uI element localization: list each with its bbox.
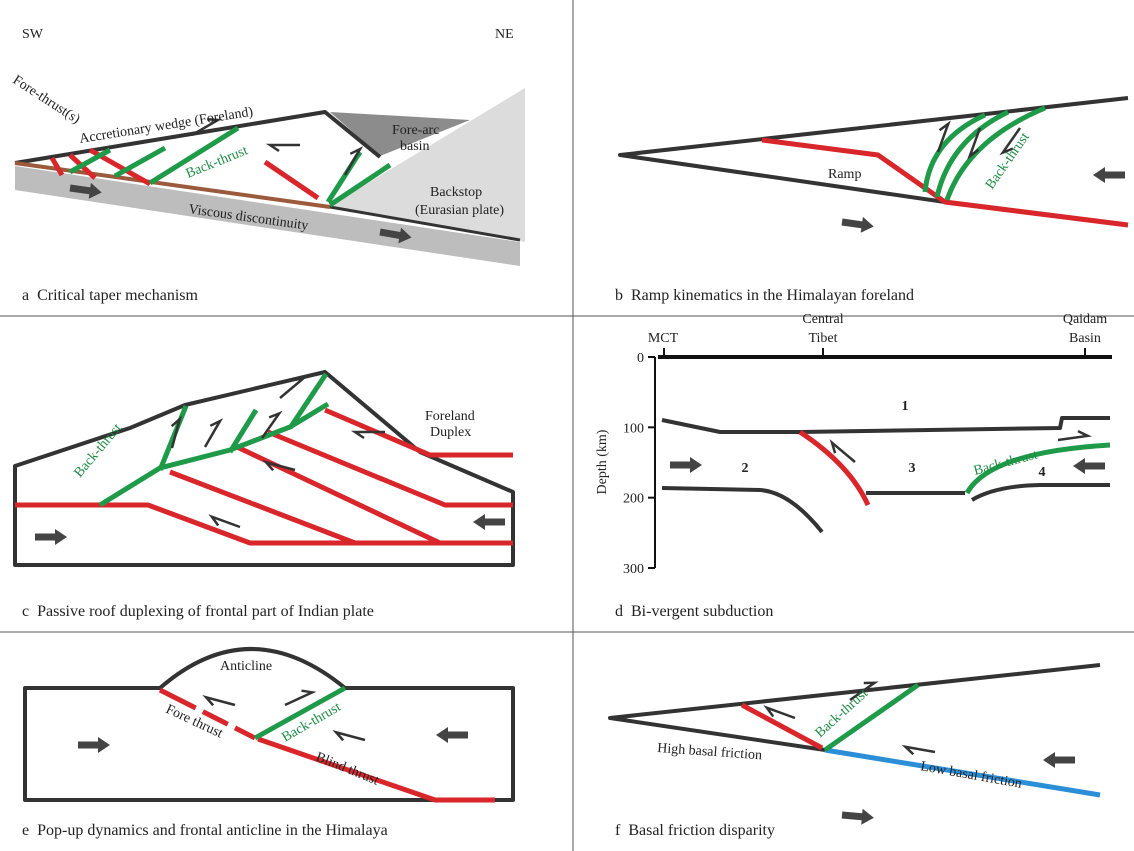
motion-arrow [841,807,874,826]
caption: d Bi-vergent subduction [615,603,773,620]
shear-arrow [1057,430,1088,440]
motion-arrow [35,529,67,545]
motion-arrow [670,457,702,473]
shear-arrow [270,145,300,151]
back-thrust [115,148,165,176]
fore-thrust [265,162,318,198]
zone-label: 3 [909,461,916,476]
label: High basal friction [657,741,763,763]
zone-label: 2 [742,461,749,476]
label: Back-thrust [972,447,1039,478]
panel-c: Foreland Duplex Back-thrust c Passive ro… [15,372,513,620]
label: Duplex [430,425,471,440]
motion-arrow [1073,458,1105,474]
shear-arrow [282,687,312,705]
location-label: Central [802,312,843,327]
panel-d: MCT Central Tibet Qaidam Basin Depth (km… [595,312,1112,620]
label: Backstop [430,185,482,200]
shear-arrow [932,122,948,152]
panel-b: Ramp Back-thrust b Ramp kinematics in th… [615,98,1128,304]
boundary [972,485,1110,500]
wedge-outline [620,98,1128,202]
label: Fore-thrust(s) [10,73,83,128]
y-tick-label: 300 [623,562,644,577]
motion-arrow [1093,167,1125,183]
back-thrust [290,374,326,428]
caption: f Basal friction disparity [615,822,775,839]
motion-arrow [1043,752,1075,768]
shear-arrow [200,418,220,447]
y-tick-label: 200 [623,492,644,507]
caption: c Passive roof duplexing of frontal part… [22,603,374,620]
location-label: Tibet [808,331,837,346]
label: Fore-arc [392,123,439,138]
label: Back-thrust [72,421,126,481]
label: Accretionary wedge (Foreland) [78,105,254,147]
zone-label: 4 [1039,465,1046,480]
label: (Eurasian plate) [415,203,504,218]
motion-arrow [473,514,505,530]
blind-thrust [258,739,495,800]
shear-arrow [334,732,365,746]
location-label: Basin [1069,331,1101,346]
boundary [662,488,822,532]
thrust [170,472,355,543]
label: Low basal friction [919,759,1023,792]
zone-label: 1 [902,399,909,414]
panel-e: Anticline Fore thrust Back-thrust Blind … [22,649,513,839]
location-label: Qaidam [1063,312,1107,327]
figure: SW NE Fore-thrust(s) Accretionary wedge … [0,0,1134,851]
label: Ramp [828,167,861,182]
panel-f: Back-thrust High basal friction Low basa… [610,665,1100,839]
caption: a Critical taper mechanism [22,287,198,304]
thrust [268,432,513,505]
direction-label: NE [495,27,514,42]
panel-a: SW NE Fore-thrust(s) Accretionary wedge … [10,27,525,304]
motion-arrow [78,737,110,753]
boundary [662,418,1110,432]
motion-arrow [841,214,875,234]
motion-arrow [436,727,468,743]
location-label: MCT [648,331,679,346]
label: basin [400,139,430,154]
label: Blind thrust [314,750,381,789]
direction-label: SW [22,27,44,42]
y-tick-label: 100 [623,421,644,436]
label: Anticline [220,659,272,674]
caption: b Ramp kinematics in the Himalayan forel… [615,287,914,304]
thrust [325,410,513,455]
shear-arrow [904,747,935,758]
y-tick-label: 0 [637,351,644,366]
label: Back-thrust [184,143,250,181]
label: Foreland [425,409,475,424]
shear-arrow [204,697,235,711]
fore-thrust [742,705,822,748]
axis-label: Depth (km) [595,429,610,494]
caption: e Pop-up dynamics and frontal anticline … [22,822,388,839]
